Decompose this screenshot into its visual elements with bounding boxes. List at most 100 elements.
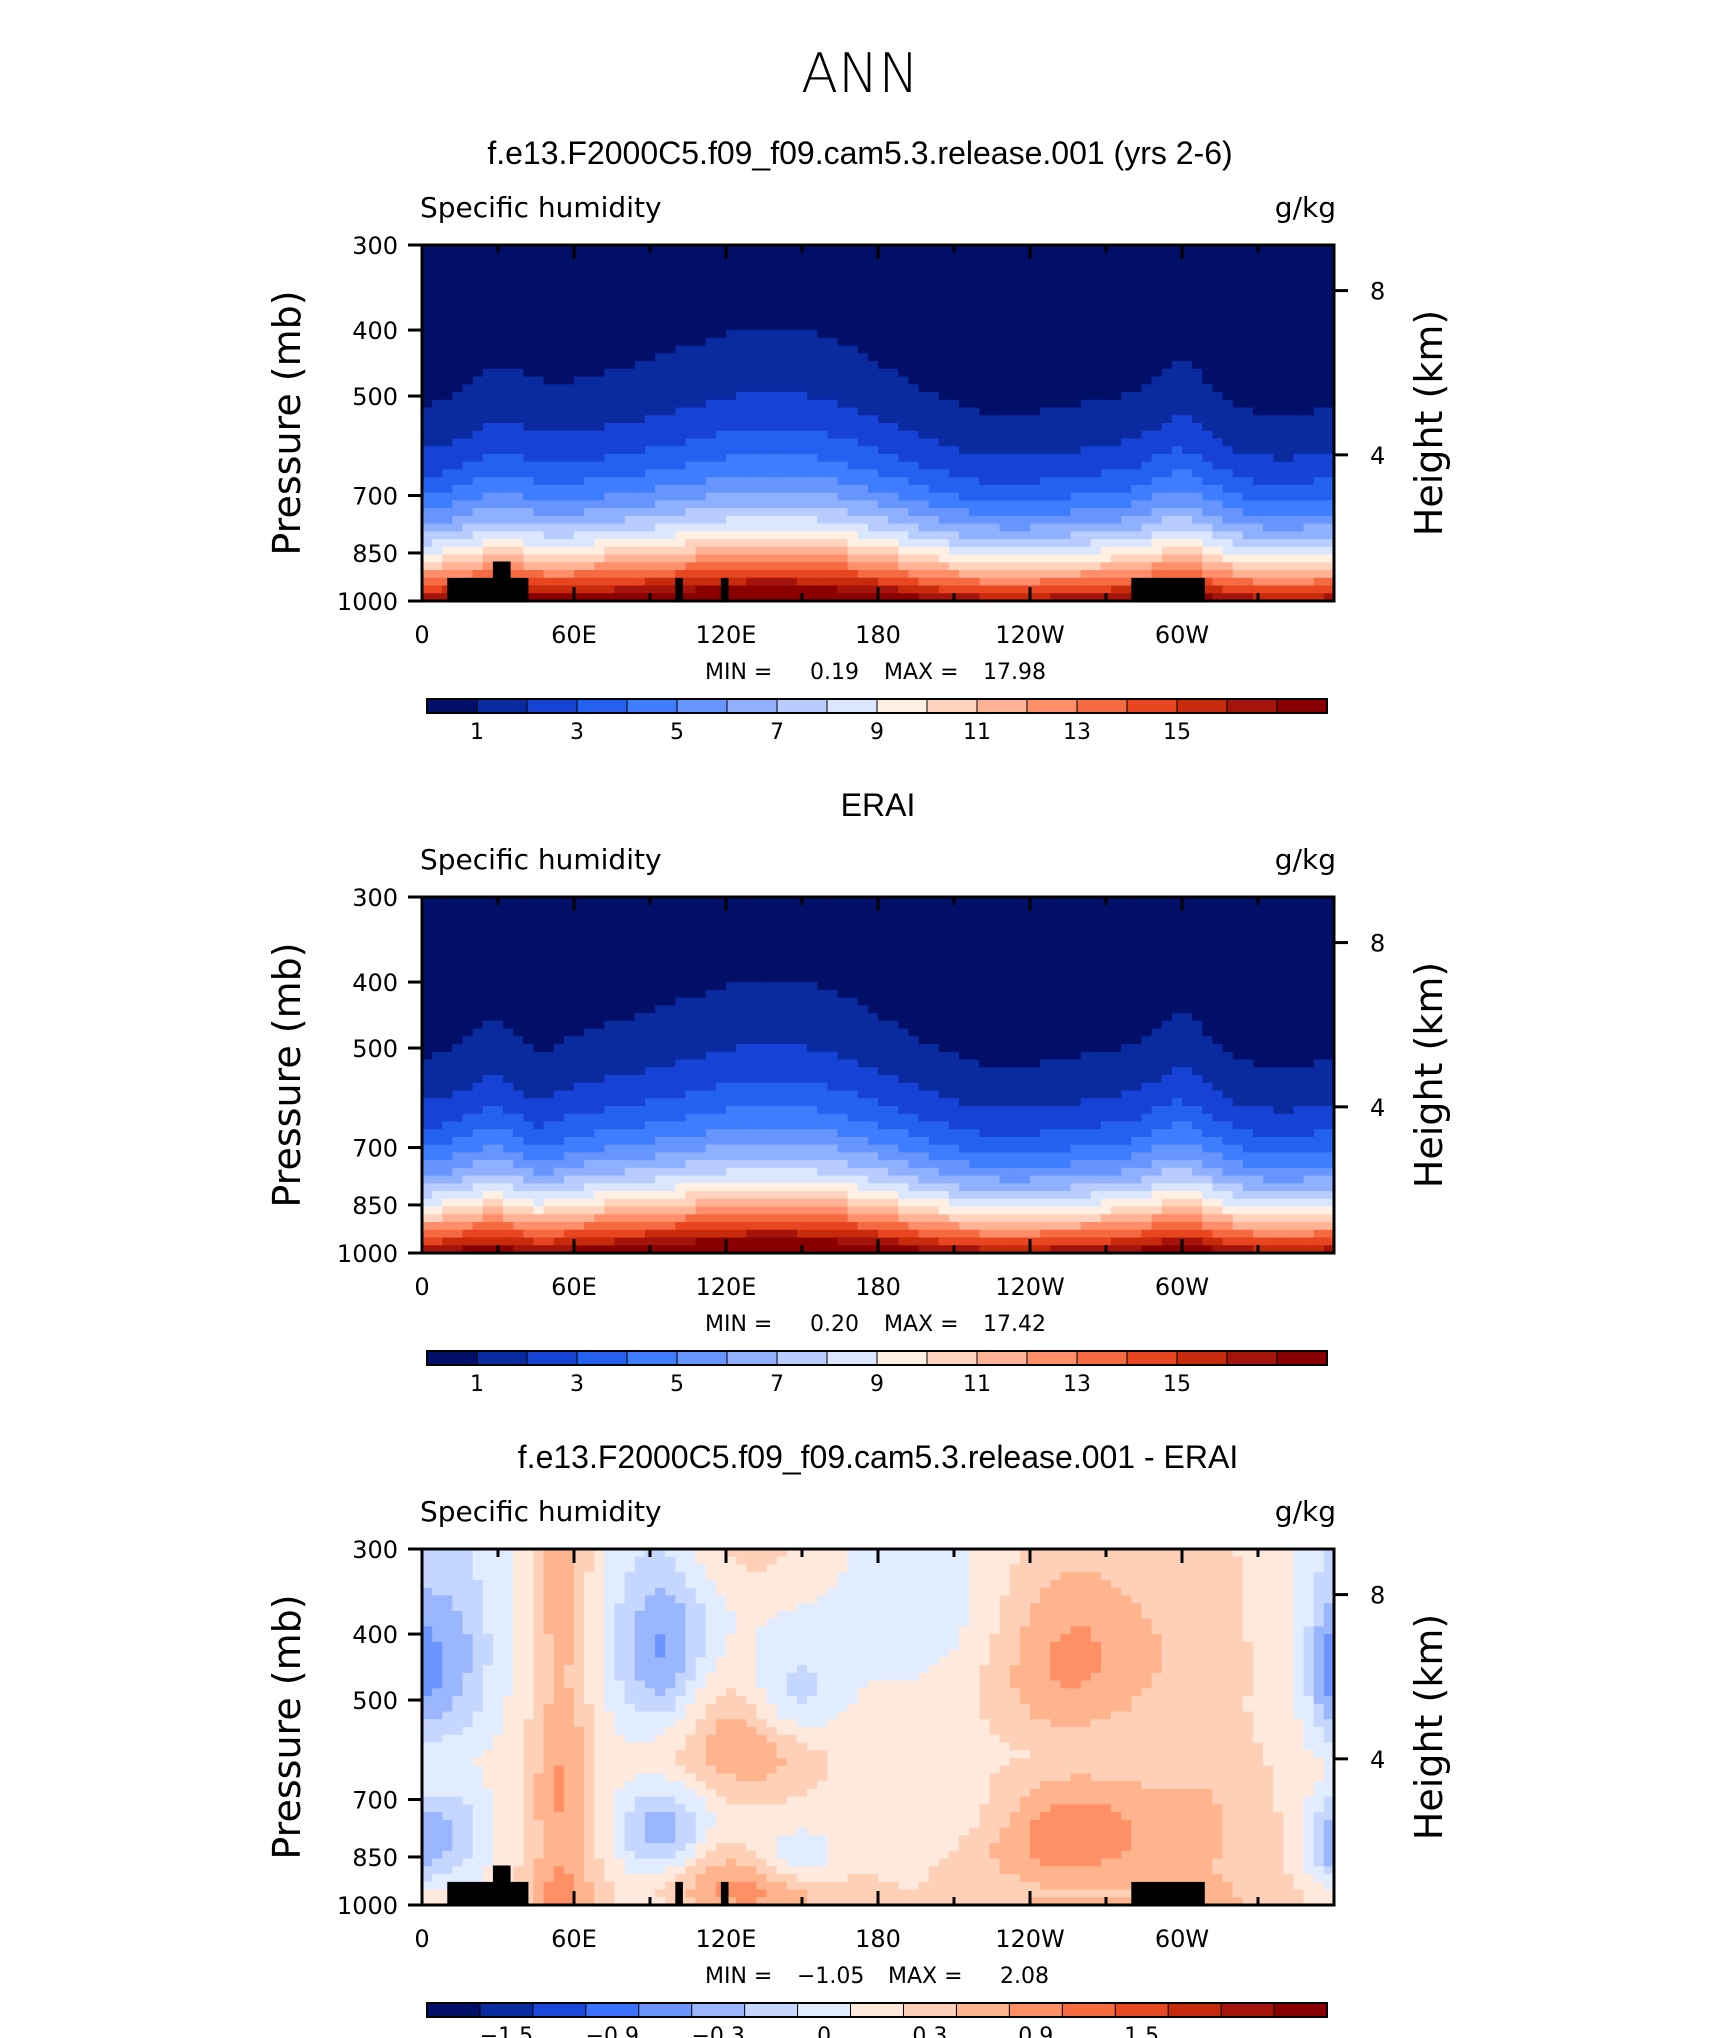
contour-cell [1303,477,1315,486]
contour-cell [1070,330,1082,339]
contour-cell [959,484,970,494]
contour-cell [1212,415,1224,424]
contour-cell [624,927,636,937]
contour-cell [1283,531,1295,540]
contour-cell [675,392,687,401]
contour-cell [1050,515,1061,525]
contour-cell [1131,446,1143,455]
contour-cell [1030,531,1041,540]
contour-cell [472,353,484,362]
contour-cell [1232,399,1244,409]
contour-cell [594,554,605,563]
contour-cell [452,384,464,393]
contour-cell [1009,283,1021,293]
contour-cell [969,353,980,362]
contour-cell [543,384,555,393]
contour-cell [1303,252,1315,262]
contour-cell [1100,399,1112,409]
contour-cell [695,275,707,285]
contour-cell [655,484,666,494]
contour-cell [584,570,595,579]
contour-cell [807,897,818,906]
contour-cell [756,446,768,455]
contour-cell [1111,927,1122,937]
contour-cell [1111,577,1122,587]
contour-cell [614,500,626,509]
contour-cell [685,935,697,945]
contour-cell [442,515,453,525]
contour-cell [432,508,443,517]
contour-cell [1050,531,1061,540]
contour-cell [1303,920,1315,929]
contour-cell [452,252,464,262]
contour-cell [432,912,443,921]
contour-cell [726,531,737,540]
contour-cell [604,546,616,556]
contour-cell [999,337,1011,347]
contour-cell [898,904,909,914]
contour-cell [857,508,869,517]
contour-cell [513,345,524,354]
contour-cell [513,570,524,579]
contour-cell [878,484,889,494]
contour-cell [1323,508,1335,517]
contour-cell [1303,951,1315,960]
contour-cell [1263,330,1274,339]
contour-cell [1212,376,1224,385]
contour-cell [999,330,1011,339]
contour-cell [1293,446,1305,455]
contour-cell [503,935,514,945]
contour-cell [736,554,747,563]
contour-cell [442,337,453,347]
contour-cell [715,461,727,471]
contour-cell [543,283,555,293]
contour-cell [1252,446,1264,455]
contour-cell [918,469,930,478]
contour-cell [1182,260,1193,269]
contour-cell [928,912,940,921]
contour-cell [1080,407,1092,416]
contour-cell [766,361,778,370]
contour-cell [796,912,808,921]
contour-cell [989,368,1001,378]
contour-cell [1252,430,1264,440]
contour-cell [1080,252,1092,262]
contour-cell [685,897,697,906]
contour-cell [776,446,788,455]
contour-cell [979,361,991,370]
contour-cell [1090,951,1102,960]
contour-cell [959,361,970,370]
contour-cell [1323,314,1335,323]
contour-cell [634,353,646,362]
contour-cell [776,399,788,409]
contour-cell [1161,477,1173,486]
colorbar-swatch [426,698,478,714]
contour-cell [1242,554,1254,563]
contour-cell [918,453,930,463]
contour-cell [513,260,524,269]
contour-cell [705,245,717,254]
contour-cell [594,353,605,362]
contour-cell [1070,920,1082,929]
contour-cell [574,322,585,331]
contour-cell [1050,275,1061,285]
contour-cell [604,376,616,385]
contour-cell [1050,897,1061,906]
contour-cell [705,935,717,945]
contour-cell [807,500,818,509]
contour-cell [979,330,991,339]
contour-cell [574,376,585,385]
contour-cell [1070,951,1082,960]
contour-cell [472,252,484,262]
contour-cell [1283,314,1295,323]
contour-cell [482,523,494,532]
contour-cell [1242,500,1254,509]
contour-cell [644,314,656,323]
contour-cell [1192,430,1203,440]
contour-cell [1111,415,1122,424]
contour-cell [1050,415,1061,424]
contour-cell [1050,523,1061,532]
contour-cell [655,897,666,906]
contour-cell [908,461,920,471]
contour-cell [959,322,970,331]
